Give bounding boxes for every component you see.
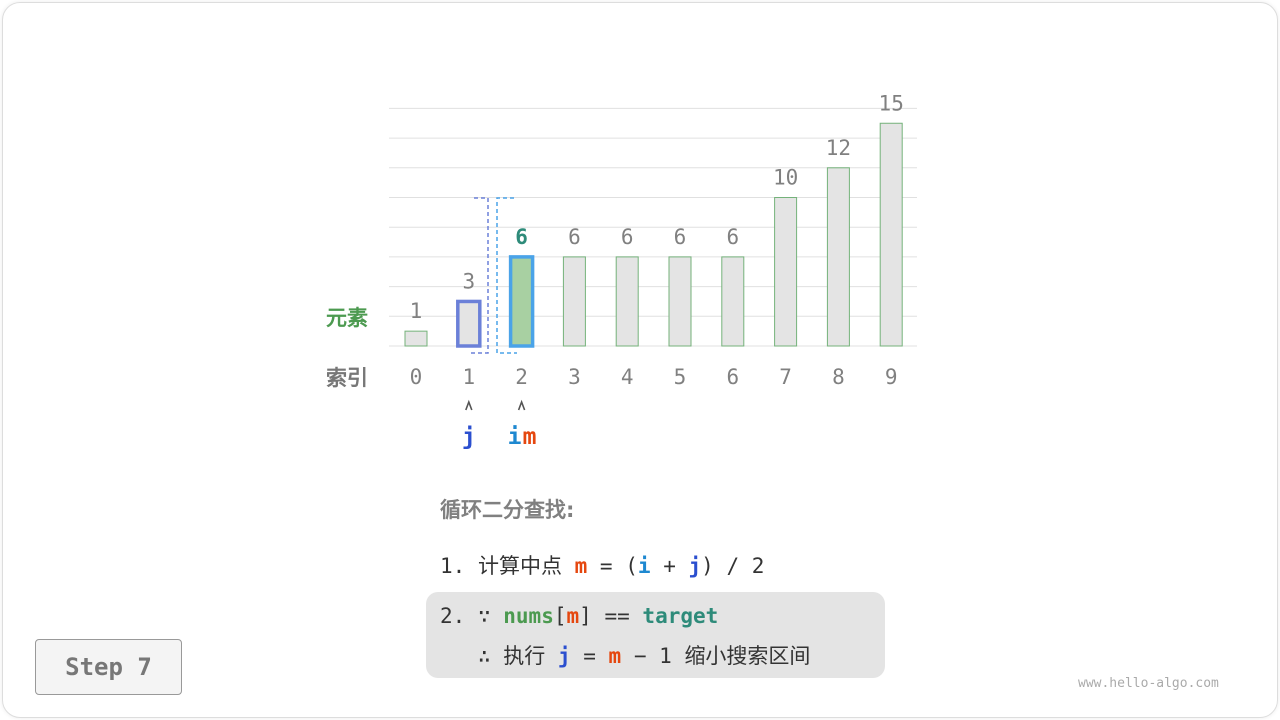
- pointer-i: i: [508, 424, 522, 450]
- index-label: 0: [410, 365, 423, 389]
- bar: [879, 122, 903, 347]
- index-label: 6: [726, 365, 739, 389]
- index-row-label: 索引: [326, 366, 368, 390]
- bar: [456, 299, 482, 348]
- value-label: 10: [773, 166, 798, 190]
- pointer-arrow-icon: [517, 399, 526, 411]
- element-row-label: 元素: [326, 306, 368, 330]
- value-label: 6: [515, 225, 528, 249]
- interval-bracket-right: [496, 197, 517, 354]
- index-label: 7: [779, 365, 792, 389]
- algorithm-title: 循环二分查找:: [440, 498, 575, 522]
- index-label: 8: [832, 365, 845, 389]
- bar: [562, 256, 586, 347]
- value-label: 1: [410, 299, 423, 323]
- step-line-2: 2. ∵ nums[m] == target: [440, 604, 719, 628]
- value-label: 12: [826, 136, 851, 160]
- index-label: 3: [568, 365, 581, 389]
- bar: [774, 197, 798, 347]
- bar: [508, 255, 535, 348]
- index-label: 1: [462, 365, 475, 389]
- step-line-1: 1. 计算中点 m = (i + j) / 2: [440, 554, 765, 578]
- bar: [721, 256, 745, 347]
- current-step-highlight: [426, 592, 885, 678]
- value-label: 6: [621, 225, 634, 249]
- interval-bracket-left: [470, 197, 489, 354]
- watermark: www.hello-algo.com: [1078, 676, 1219, 691]
- bar: [826, 167, 850, 347]
- value-label: 6: [674, 225, 687, 249]
- value-label: 6: [568, 225, 581, 249]
- bar: [404, 330, 428, 347]
- index-label: 4: [621, 365, 634, 389]
- index-label: 2: [515, 365, 528, 389]
- value-label: 3: [462, 269, 475, 293]
- pointer-arrow-icon: [465, 399, 473, 411]
- step-button[interactable]: Step 7: [35, 639, 182, 695]
- step-line-3: ∴ 执行 j = m − 1 缩小搜索区间: [477, 644, 811, 668]
- pointer-m: m: [523, 424, 537, 450]
- bar: [668, 256, 692, 347]
- index-label: 5: [674, 365, 687, 389]
- value-label: 6: [726, 225, 739, 249]
- value-label: 15: [879, 91, 904, 115]
- index-label: 9: [885, 365, 898, 389]
- pointer-j: j: [462, 424, 476, 450]
- bar: [615, 256, 639, 347]
